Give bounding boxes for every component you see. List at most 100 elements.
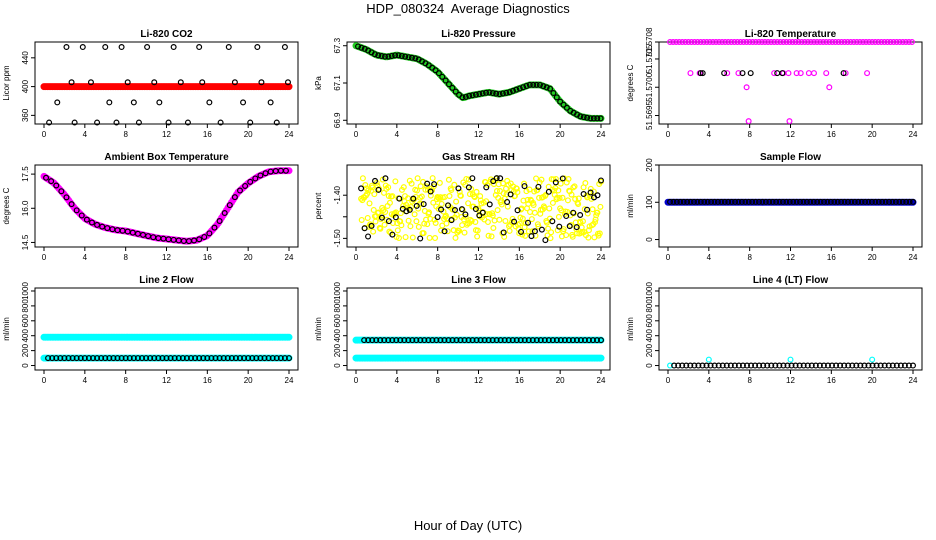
data-point <box>201 233 208 240</box>
data-point <box>401 337 408 344</box>
data-point <box>385 337 392 344</box>
data-point <box>518 228 525 235</box>
data-point <box>892 198 899 205</box>
x-tick-label: 0 <box>666 376 671 385</box>
chart-sample_flow: Sample Flow ml/min 0 4 8 12 16 20 24 0 100 200 <box>626 152 923 262</box>
x-tick-label: 4 <box>83 253 88 262</box>
data-point <box>451 207 458 214</box>
data-point <box>760 362 767 369</box>
data-point <box>887 38 894 45</box>
x-tick-label: 0 <box>666 253 671 262</box>
data-point <box>247 178 254 185</box>
data-point <box>58 188 65 195</box>
data-point <box>427 188 434 195</box>
data-point <box>377 337 384 344</box>
data-point <box>486 201 493 208</box>
data-point <box>510 87 517 94</box>
data-point <box>735 362 742 369</box>
x-tick-label: 24 <box>909 376 918 385</box>
data-point <box>542 192 549 199</box>
x-tick-label: 20 <box>868 253 877 262</box>
data-point <box>700 38 707 45</box>
data-point <box>762 198 769 205</box>
data-point <box>557 337 564 344</box>
data-point <box>486 89 493 96</box>
data-point <box>126 355 133 362</box>
data-point <box>395 52 402 59</box>
y-axis-label: degrees C <box>2 187 11 224</box>
data-point <box>520 84 527 91</box>
data-point <box>448 217 455 224</box>
data-point <box>748 362 755 369</box>
data-point <box>543 219 550 226</box>
data-point <box>896 38 903 45</box>
data-point <box>902 38 909 45</box>
data-point <box>424 221 431 228</box>
data-point <box>426 234 433 241</box>
x-tick-label: 8 <box>123 376 128 385</box>
y-tick-label: 200 <box>333 343 342 357</box>
data-point <box>362 182 369 189</box>
data-point <box>394 227 401 234</box>
data-point <box>589 337 596 344</box>
data-point <box>485 337 492 344</box>
x-tick-label: 8 <box>435 376 440 385</box>
data-point <box>580 114 587 121</box>
data-point <box>555 187 562 194</box>
x-tick-label: 12 <box>786 376 795 385</box>
data-point <box>505 337 512 344</box>
data-point <box>785 70 792 77</box>
data-point <box>838 198 845 205</box>
data-point <box>534 187 541 194</box>
data-point <box>549 218 556 225</box>
data-point <box>130 355 137 362</box>
data-point <box>281 355 288 362</box>
data-point <box>402 53 409 60</box>
data-point <box>768 38 775 45</box>
data-point <box>165 119 172 126</box>
data-point <box>369 337 376 344</box>
series-average-low <box>352 354 605 362</box>
data-point <box>536 81 543 88</box>
data-point <box>545 225 552 232</box>
chart-frame <box>658 164 923 248</box>
data-point <box>597 354 605 362</box>
data-point <box>905 38 912 45</box>
data-point <box>694 198 701 205</box>
data-point <box>155 355 162 362</box>
series-samples <box>671 362 916 369</box>
data-point <box>530 81 537 88</box>
data-point <box>439 73 446 80</box>
data-point <box>216 218 223 225</box>
data-point <box>453 198 460 205</box>
data-point <box>582 180 589 187</box>
data-point <box>503 89 510 96</box>
data-point <box>114 355 121 362</box>
data-point <box>584 206 591 213</box>
data-point <box>463 175 470 182</box>
data-point <box>723 362 730 369</box>
data-point <box>258 79 265 86</box>
data-point <box>368 222 375 229</box>
data-point <box>462 93 469 100</box>
data-point <box>820 38 827 45</box>
data-point <box>535 183 542 190</box>
x-tick-label: 0 <box>42 376 47 385</box>
data-point <box>848 198 855 205</box>
data-point <box>697 198 704 205</box>
data-point <box>483 89 490 96</box>
y-axis-label: Licor ppm <box>2 65 11 100</box>
data-point <box>426 209 433 216</box>
data-point <box>590 115 597 122</box>
data-point <box>247 119 254 126</box>
y-tick-label: 800 <box>333 299 342 313</box>
data-point <box>483 184 490 191</box>
data-point <box>407 223 414 230</box>
data-point <box>468 218 475 225</box>
series-samples <box>43 167 289 245</box>
data-point <box>714 198 721 205</box>
data-point <box>752 362 759 369</box>
data-point <box>71 119 78 126</box>
data-point <box>462 211 469 218</box>
data-point <box>459 94 466 101</box>
